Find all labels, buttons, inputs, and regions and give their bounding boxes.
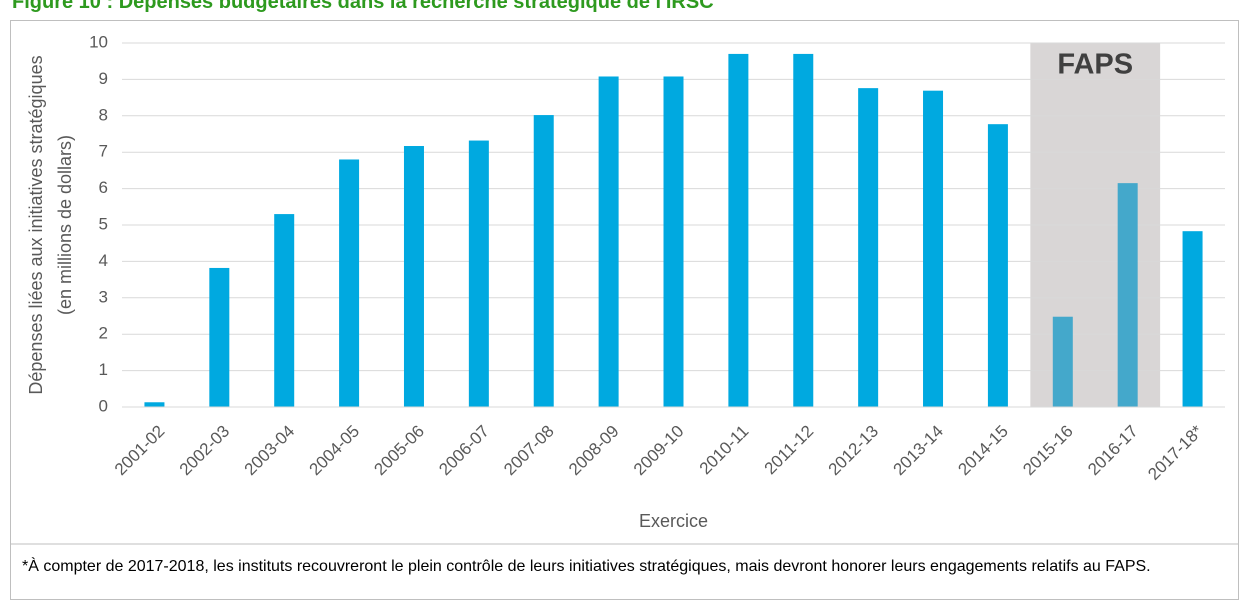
bar [598,76,619,407]
bar [858,88,879,408]
bar [209,267,230,407]
chart-title: Figure 10 : Dépenses budgétaires dans la… [12,0,714,13]
x-tick-label: 2003-04 [241,422,299,480]
y-tick-label: 3 [99,287,108,306]
x-tick-label: 2008-09 [565,422,623,480]
y-tick-label: 9 [99,69,108,88]
x-tick-label: 2012-13 [825,422,883,480]
x-tick-label: 2017-18* [1144,421,1207,484]
x-axis-label: Exercice [639,511,708,531]
y-tick-label: 6 [99,178,108,197]
y-tick-label: 8 [99,105,108,124]
y-tick-label: 5 [99,214,108,233]
y-tick-label: 4 [99,251,108,270]
x-tick-label: 2001-02 [111,422,169,480]
chart-frame [10,20,1239,600]
bar [1052,316,1073,407]
y-tick-label: 0 [99,396,108,415]
x-tick-label: 2010-11 [696,422,753,479]
bar [728,53,749,408]
x-tick-label: 2002-03 [176,422,234,480]
y-tick-label: 1 [99,360,108,379]
bar [403,146,424,407]
bar [793,53,814,408]
bar [923,90,944,408]
x-tick-label: 2013-14 [889,422,947,480]
bar [1117,183,1138,407]
x-tick-label: 2011-12 [761,422,818,479]
bar [533,115,554,408]
annotation: FAPS [1057,49,1133,81]
x-tick-label: 2015-16 [1019,422,1077,480]
x-tick-label: 2009-10 [630,422,688,480]
bar [987,124,1008,407]
bar [144,402,165,407]
y-axis-label: (en millions de dollars) [55,135,75,315]
y-axis-label: Dépenses liées aux initiatives stratégiq… [26,55,46,394]
bar [1182,231,1203,407]
x-tick-label: 2005-06 [370,422,428,480]
x-tick-label: 2004-05 [306,422,364,480]
y-tick-label: 2 [99,324,108,343]
footnote: *À compter de 2017-2018, les instituts r… [22,558,1151,575]
x-tick-label: 2016-17 [1084,422,1142,480]
bar [339,159,360,407]
bar [663,76,684,407]
x-tick-label: 2007-08 [500,422,558,480]
y-tick-label: 10 [89,32,108,51]
x-tick-label: 2006-07 [435,422,493,480]
bar [468,140,489,407]
x-tick-label: 2014-15 [954,422,1012,480]
bar [274,214,295,407]
y-tick-label: 7 [99,142,108,161]
